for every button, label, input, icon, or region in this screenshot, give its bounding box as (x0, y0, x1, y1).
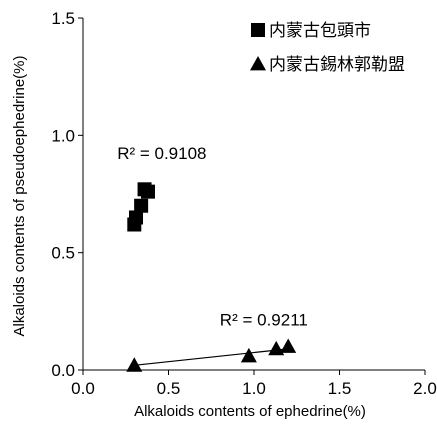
series-xilingol (126, 338, 297, 372)
tick-labels: 0.0 0.5 1.0 1.5 2.0 0.0 0.5 1.0 1.5 (51, 9, 436, 398)
legend-square-icon (251, 23, 265, 37)
y-tick-label: 0.0 (51, 361, 75, 380)
legend-item: 内蒙古錫林郭勒盟 (250, 55, 405, 75)
x-axis-title: Alkaloids contents of ephedrine(%) (134, 403, 366, 420)
legend-label: 内蒙古錫林郭勒盟 (269, 55, 405, 75)
legend-triangle-icon (250, 56, 266, 71)
x-tick-label: 1.5 (328, 379, 352, 398)
legend-label: 内蒙古包頭市 (269, 21, 371, 41)
y-tick-label: 1.5 (51, 9, 75, 28)
series-layer (126, 182, 297, 372)
triangle-point (240, 347, 257, 363)
triangle-point (126, 357, 143, 372)
triangle-point (280, 338, 297, 353)
r-squared-label: R² = 0.9211 (220, 310, 308, 329)
x-tick-label: 1.0 (242, 379, 266, 398)
series-baotou (127, 182, 155, 232)
x-tick-label: 0.0 (71, 379, 95, 398)
square-point (134, 198, 149, 213)
trendline (134, 348, 289, 366)
x-tick-label: 2.0 (413, 379, 437, 398)
r-squared-label: R² = 0.9108 (117, 144, 206, 163)
triangle-point (268, 340, 285, 356)
y-tick-label: 1.0 (51, 126, 75, 145)
annotations: R² = 0.9108 R² = 0.9211 (117, 144, 308, 330)
y-tick-label: 0.5 (51, 244, 75, 263)
x-tick-label: 0.5 (157, 379, 181, 398)
legend-item: 内蒙古包頭市 (251, 21, 371, 41)
square-point (129, 210, 144, 225)
y-axis-title: Alkaloids contents of pseudoephedrine(%) (11, 55, 28, 336)
square-point (140, 184, 155, 199)
